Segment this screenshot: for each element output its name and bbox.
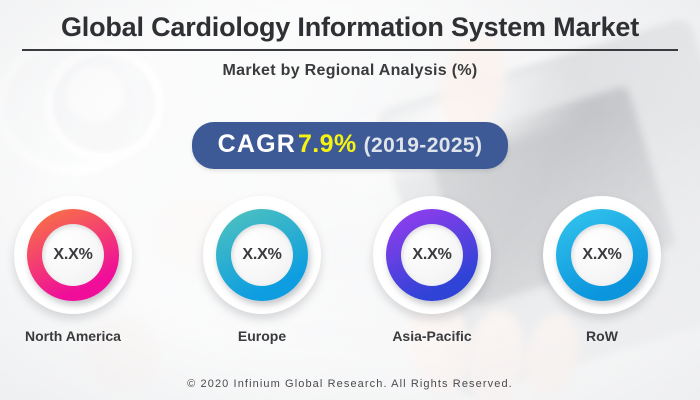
donut-inner-disc: X.X% [401, 224, 463, 286]
page-subtitle: Market by Regional Analysis (%) [222, 62, 478, 79]
cagr-value: 7.9% [298, 130, 357, 158]
region-label: Europe [237, 328, 287, 344]
donut-value: X.X% [53, 246, 93, 263]
donut-value: X.X% [242, 246, 282, 263]
region-donut-4[interactable]: X.X% RoW [522, 196, 682, 344]
region-donut-1[interactable]: X.X% North America [0, 196, 153, 344]
footer-copyright: © 2020 Infinium Global Research. All Rig… [187, 378, 513, 390]
donut-inner-disc: X.X% [571, 224, 633, 286]
region-donut-3[interactable]: X.X% Asia-Pacific [352, 196, 512, 344]
donut-halo: X.X% [14, 196, 132, 314]
cagr-period: (2019-2025) [363, 134, 483, 157]
donut-value: X.X% [412, 246, 452, 263]
region-donut-2[interactable]: X.X% Europe [182, 196, 342, 344]
donut-ring: X.X% [386, 209, 478, 301]
donut-inner-disc: X.X% [231, 224, 293, 286]
donut-halo: X.X% [543, 196, 661, 314]
region-label: Asia-Pacific [392, 328, 472, 344]
title-underline [22, 49, 678, 51]
donut-ring: X.X% [216, 209, 308, 301]
region-donut-row: X.X% North America X.X% Europe X.X% Asia-Paci… [0, 196, 700, 356]
region-label: RoW [586, 328, 618, 344]
cagr-label: CAGR [217, 130, 296, 158]
region-label: North America [25, 328, 121, 344]
donut-ring: X.X% [556, 209, 648, 301]
donut-halo: X.X% [203, 196, 321, 314]
donut-value: X.X% [582, 246, 622, 263]
donut-ring: X.X% [27, 209, 119, 301]
cagr-badge: CAGR 7.9% (2019-2025) [191, 122, 509, 169]
donut-inner-disc: X.X% [42, 224, 104, 286]
page-title: Global Cardiology Information System Mar… [60, 12, 639, 42]
donut-halo: X.X% [373, 196, 491, 314]
